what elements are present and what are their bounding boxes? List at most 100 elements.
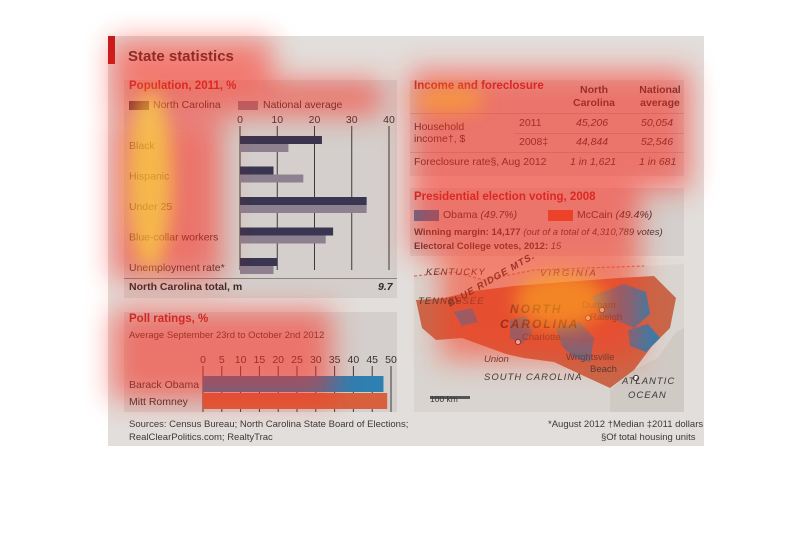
poll-tick-label: 50 xyxy=(385,354,397,366)
income-row-label-2-text: income xyxy=(414,133,448,145)
legend-obama-pct: (49.7%) xyxy=(480,209,518,221)
election-heading: Presidential election voting, 2008 xyxy=(414,191,596,203)
map-scale: 100 km xyxy=(430,394,458,404)
income-rule-2 xyxy=(514,133,684,134)
map-label-carolina: CAROLINA xyxy=(500,317,580,331)
population-bar-national xyxy=(240,144,289,152)
population-total-rule xyxy=(124,278,397,279)
legend-obama: Obama (49.7%) xyxy=(443,209,517,221)
map-label-south-carolina: SOUTH CAROLINA xyxy=(484,372,583,383)
map-label-north: NORTH xyxy=(510,302,563,316)
poll-tick-label: 5 xyxy=(219,354,225,366)
population-tick-label: 40 xyxy=(383,114,395,126)
population-total-value: 9.7 xyxy=(378,281,393,293)
sources-line-1: Sources: Census Bureau; North Carolina S… xyxy=(129,419,409,430)
legend-label-nc: North Carolina xyxy=(153,99,221,111)
map-label-beach: Beach xyxy=(590,364,617,375)
income-year-2011: 2011 xyxy=(519,117,542,129)
map-label-ocean: OCEAN xyxy=(628,390,667,401)
population-chart: 0 10 20 30 40 Black Hispanic Under 25 Blue-colla… xyxy=(129,114,395,274)
electoral-votes-label: Electoral College votes, 2012: xyxy=(414,241,549,252)
population-total-label: North Carolina total, m xyxy=(129,281,243,293)
poll-tick-label: 0 xyxy=(200,354,206,366)
income-nc-2008: 44,844 xyxy=(576,136,609,148)
income-rule-1 xyxy=(410,113,684,114)
poll-tick-label: 35 xyxy=(329,354,341,366)
population-category-label: Unemployment rate* xyxy=(129,262,225,274)
population-category-label: Hispanic xyxy=(129,171,169,183)
population-bar-nc xyxy=(240,136,322,144)
poll-chart: 0 5 10 15 20 25 30 35 40 45 50 Barack Obama Mitt Rom… xyxy=(129,354,397,412)
map-label-charlotte: Charlotte xyxy=(522,332,561,343)
legend-label-national: National average xyxy=(263,99,343,111)
income-col-national: National average xyxy=(639,84,681,109)
population-tick-label: 10 xyxy=(271,114,283,126)
income-col-nc: North Carolina xyxy=(572,84,615,109)
poll-tick-label: 15 xyxy=(254,354,266,366)
poll-heading: Poll ratings, % xyxy=(129,313,209,325)
sources-line-2: RealClearPolitics.com; RealtyTrac xyxy=(129,432,273,443)
population-bar-national xyxy=(240,266,274,274)
population-bar-nc xyxy=(240,227,334,236)
map-label-durham: Durham xyxy=(582,300,616,311)
map-label-atlantic: ATLANTIC xyxy=(622,376,676,387)
map-label-union: Union xyxy=(484,354,509,365)
foreclosure-label: Foreclosure rate§, Aug 2012 xyxy=(414,156,547,168)
electoral-votes-value: 15 xyxy=(550,241,562,252)
poll-tick-label: 25 xyxy=(291,354,303,366)
income-row-label-suffix: †, $ xyxy=(447,133,466,145)
income-nat-2008: 52,546 xyxy=(641,136,674,148)
footnotes-line-2: §Of total housing units xyxy=(601,432,696,443)
population-category-label: Under 25 xyxy=(129,201,172,213)
income-rule-3 xyxy=(410,152,684,153)
winning-margin: Winning margin: 14,177 (out of a total o… xyxy=(414,227,663,238)
income-nat-2011: 50,054 xyxy=(641,117,674,129)
legend-mccain-name: McCain xyxy=(577,209,613,221)
population-category-label: Blue-collar workers xyxy=(129,232,218,244)
population-category-label: Black xyxy=(129,140,155,152)
poll-bar xyxy=(203,393,388,409)
population-bar-national xyxy=(240,235,326,244)
income-row-label: Household xyxy=(414,121,465,133)
map-label-kentucky: KENTUCKY xyxy=(426,267,486,278)
population-bar-nc xyxy=(240,258,278,266)
population-tick-label: 0 xyxy=(237,114,243,126)
map-label-wrightsville: Wrightsville xyxy=(566,352,615,363)
legend-swatch-national xyxy=(238,101,258,110)
legend-obama-name: Obama xyxy=(443,209,478,221)
foreclosure-nc: 1 in 1,621 xyxy=(570,156,617,168)
legend-swatch-obama xyxy=(414,210,439,221)
page-title: State statistics xyxy=(128,48,234,65)
accent-bar xyxy=(108,36,115,64)
population-tick-label: 20 xyxy=(309,114,321,126)
winning-margin-value: Winning margin: 14,177 xyxy=(414,227,521,238)
poll-tick-label: 10 xyxy=(235,354,247,366)
population-bar-nc xyxy=(240,166,274,175)
map-label-virginia: VIRGINIA xyxy=(540,268,598,279)
legend-swatch-mccain xyxy=(548,210,573,221)
poll-tick-label: 20 xyxy=(272,354,284,366)
income-nc-2011: 45,206 xyxy=(576,117,609,129)
poll-tick-label: 40 xyxy=(348,354,360,366)
footnotes-line-1: *August 2012 †Median ‡2011 dollars xyxy=(548,419,704,430)
poll-tick-label: 45 xyxy=(366,354,378,366)
legend-mccain: McCain (49.4%) xyxy=(577,209,652,221)
income-heading: Income and foreclosure xyxy=(414,80,544,92)
winning-margin-note: (out of a total of 4,310,789 votes) xyxy=(523,227,663,238)
poll-candidate-label: Barack Obama xyxy=(129,379,199,391)
foreclosure-national: 1 in 681 xyxy=(639,156,677,168)
legend-mccain-pct: (49.4%) xyxy=(615,209,653,221)
poll-bar xyxy=(203,376,384,392)
income-row-label-2: income†, $ xyxy=(414,133,465,145)
poll-subheading: Average September 23rd to October 2nd 20… xyxy=(129,330,325,341)
population-tick-label: 30 xyxy=(346,114,358,126)
population-bar-national xyxy=(240,205,367,213)
poll-candidate-label: Mitt Romney xyxy=(129,396,189,408)
population-heading: Population, 2011, % xyxy=(129,80,237,92)
population-bar-nc xyxy=(240,197,367,205)
electoral-votes: Electoral College votes, 2012: 15 xyxy=(414,241,561,252)
legend-swatch-nc xyxy=(129,101,149,110)
map-label-raleigh: Raleigh xyxy=(590,312,623,323)
population-bar-national xyxy=(240,174,304,183)
poll-tick-label: 30 xyxy=(310,354,322,366)
